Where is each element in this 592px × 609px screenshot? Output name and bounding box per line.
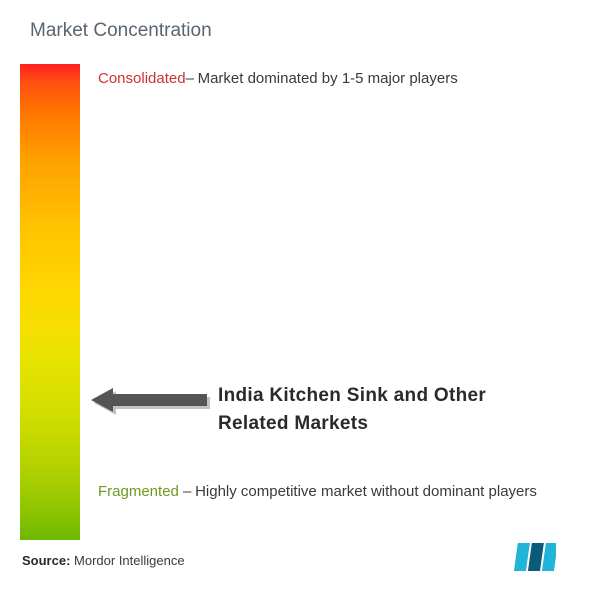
brand-logo-icon [514, 542, 556, 577]
market-pointer-label: India Kitchen Sink and Other Related Mar… [218, 382, 558, 437]
consolidated-highlight: Consolidated [98, 70, 186, 87]
fragmented-label: Fragmented – Highly competitive market w… [98, 480, 568, 504]
consolidated-label: Consolidated– Market dominated by 1-5 ma… [98, 70, 458, 87]
separator-text: – [186, 70, 194, 87]
source-label: Source: [22, 553, 70, 568]
concentration-spectrum-bar [20, 64, 80, 540]
marker-arrow-icon [91, 388, 213, 423]
fragmented-description: Highly competitive market without domina… [195, 483, 537, 500]
fragmented-highlight: Fragmented [98, 483, 179, 500]
source-value: Mordor Intelligence [74, 553, 185, 568]
page-title: Market Concentration [30, 20, 212, 42]
separator-text: – [183, 483, 191, 500]
source-attribution: Source: Mordor Intelligence [22, 553, 185, 568]
consolidated-description: Market dominated by 1-5 major players [198, 70, 458, 87]
